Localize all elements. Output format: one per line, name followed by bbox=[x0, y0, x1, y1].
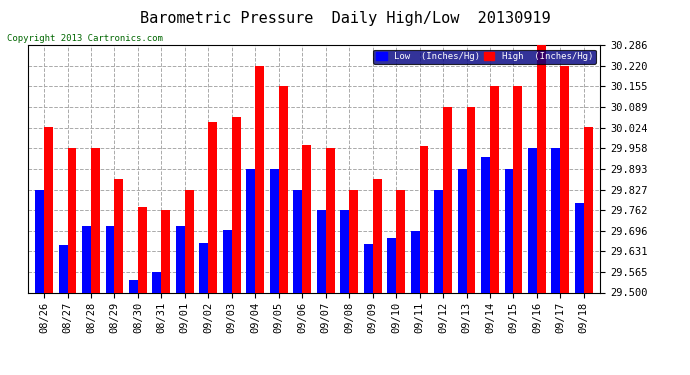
Bar bbox=[528, 148, 537, 292]
Bar bbox=[161, 210, 170, 292]
Bar bbox=[185, 189, 194, 292]
Bar bbox=[208, 123, 217, 292]
Bar bbox=[443, 107, 452, 292]
Bar bbox=[513, 86, 522, 292]
Bar bbox=[82, 226, 91, 292]
Bar bbox=[457, 169, 466, 292]
Bar bbox=[551, 148, 560, 292]
Bar bbox=[575, 203, 584, 292]
Bar bbox=[481, 157, 490, 292]
Bar bbox=[68, 148, 77, 292]
Bar bbox=[560, 66, 569, 292]
Bar bbox=[91, 148, 100, 292]
Bar bbox=[152, 272, 161, 292]
Bar bbox=[326, 148, 335, 292]
Bar bbox=[373, 178, 382, 292]
Bar bbox=[279, 86, 288, 292]
Bar bbox=[349, 189, 358, 292]
Bar bbox=[396, 189, 405, 292]
Bar bbox=[176, 226, 185, 292]
Bar bbox=[302, 144, 311, 292]
Bar bbox=[537, 45, 546, 292]
Legend: Low  (Inches/Hg), High  (Inches/Hg): Low (Inches/Hg), High (Inches/Hg) bbox=[373, 50, 595, 64]
Bar bbox=[387, 238, 396, 292]
Bar bbox=[364, 244, 373, 292]
Bar bbox=[340, 210, 349, 292]
Bar bbox=[106, 226, 115, 292]
Bar bbox=[223, 230, 232, 292]
Bar bbox=[466, 107, 475, 292]
Bar bbox=[232, 117, 241, 292]
Bar bbox=[584, 128, 593, 292]
Bar bbox=[504, 169, 513, 292]
Text: Barometric Pressure  Daily High/Low  20130919: Barometric Pressure Daily High/Low 20130… bbox=[139, 11, 551, 26]
Bar bbox=[115, 178, 124, 292]
Bar bbox=[434, 189, 443, 292]
Bar bbox=[255, 66, 264, 292]
Bar bbox=[270, 169, 279, 292]
Bar bbox=[317, 210, 326, 292]
Bar bbox=[420, 146, 428, 292]
Bar bbox=[138, 207, 147, 292]
Text: Copyright 2013 Cartronics.com: Copyright 2013 Cartronics.com bbox=[7, 34, 163, 43]
Bar bbox=[411, 231, 420, 292]
Bar bbox=[129, 280, 138, 292]
Bar bbox=[199, 243, 208, 292]
Bar bbox=[490, 86, 499, 292]
Bar bbox=[35, 189, 44, 292]
Bar bbox=[59, 245, 68, 292]
Bar bbox=[246, 169, 255, 292]
Bar bbox=[293, 189, 302, 292]
Bar bbox=[44, 128, 53, 292]
